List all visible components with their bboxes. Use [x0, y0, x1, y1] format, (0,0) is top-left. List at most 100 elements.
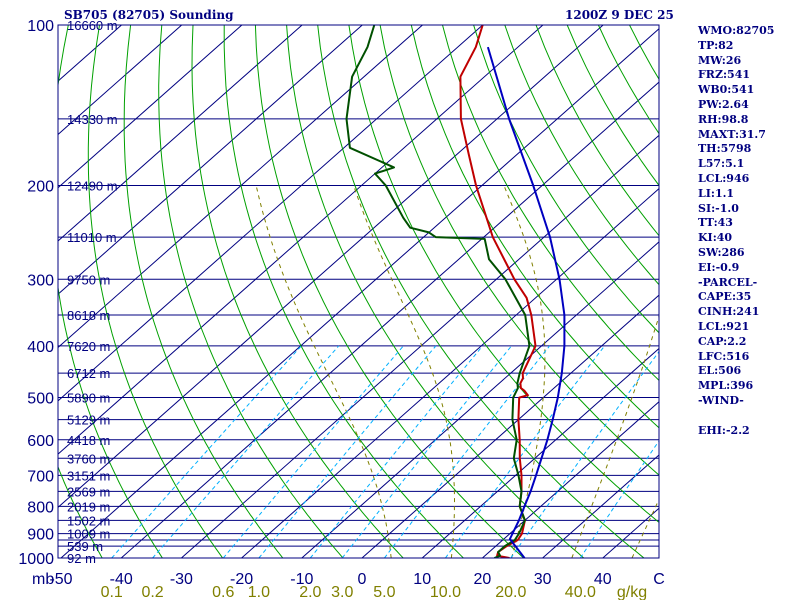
- pressure-tick-label: 600: [27, 433, 54, 450]
- mixing-ratio-line: [152, 345, 340, 558]
- mixing-ratio-line: [510, 350, 659, 558]
- chart-series: [345, 25, 566, 558]
- mixing-ratio-tick-label: 1.0: [248, 584, 270, 600]
- index-item: TH:5798: [698, 142, 752, 156]
- pressure-tick-label: 400: [27, 339, 54, 356]
- moist-adiabat: [353, 185, 455, 558]
- pressure-tick-label: 300: [27, 272, 54, 289]
- height-label: 5129 m: [67, 413, 110, 428]
- height-label: 14330 m: [67, 112, 118, 127]
- mixing-ratio-tick-label: 0.2: [141, 584, 163, 600]
- isotherm-line: [57, 24, 303, 242]
- index-item: CAP:2.2: [698, 334, 747, 348]
- index-item: MAXT:31.7: [698, 127, 766, 141]
- height-label: 11010 m: [67, 230, 117, 245]
- index-item: LCL:921: [698, 319, 750, 333]
- isotherm-line: [120, 81, 660, 559]
- y-unit-label: mb: [32, 571, 54, 588]
- index-item: EHI:-2.2: [698, 423, 750, 437]
- temp-tick-label: -30: [170, 571, 193, 588]
- mixing-ratio-tick-label: 3.0: [331, 584, 353, 600]
- mixing-ratio-tick-label: 5.0: [373, 584, 395, 600]
- dry-adiabat: [223, 25, 464, 558]
- parcel-profile: [486, 46, 566, 558]
- temp-tick-label: 40: [594, 571, 612, 588]
- mixing-ratio-tick-label: 40.0: [565, 584, 596, 600]
- moist-adiabat: [571, 314, 659, 558]
- dry-adiabat: [348, 25, 659, 524]
- height-label: 2569 m: [67, 484, 110, 499]
- mixing-ratio-tick-label: 2.0: [299, 584, 321, 600]
- isotherm-line: [301, 241, 660, 559]
- pressure-tick-label: 700: [27, 468, 54, 485]
- mixing-ratio-line: [111, 345, 302, 558]
- pressure-tick-label: 500: [27, 391, 54, 408]
- isotherm-line: [57, 24, 544, 455]
- index-item: -WIND-: [698, 393, 744, 407]
- dry-adiabat: [123, 25, 284, 558]
- height-label: 3760 m: [67, 451, 110, 466]
- index-item: LFC:516: [698, 349, 750, 363]
- index-item: SI:-1.0: [698, 201, 739, 215]
- dry-adiabat: [786, 25, 800, 558]
- index-item: LCL:946: [698, 171, 750, 185]
- height-label: 5890 m: [67, 391, 110, 406]
- moist-adiabat: [255, 185, 392, 558]
- dry-adiabat: [254, 25, 524, 558]
- mixing-ratio-tick-label: 0.1: [101, 584, 123, 600]
- temp-tick-label: -10: [290, 571, 313, 588]
- isotherm-line: [57, 24, 604, 508]
- height-label: 1009 m: [67, 527, 110, 542]
- mixing-ratio-line: [579, 440, 659, 558]
- plot-frame: [57, 24, 660, 559]
- index-item: MPL:396: [698, 379, 754, 393]
- temp-tick-label: 20: [474, 571, 492, 588]
- isotherm-line: [421, 348, 660, 559]
- isotherm-line: [482, 401, 660, 559]
- height-label: 8618 m: [67, 308, 110, 323]
- dry-adiabat: [317, 25, 645, 558]
- height-label: 7620 m: [67, 339, 110, 354]
- isotherm-line: [57, 24, 484, 402]
- temp-tick-label: 30: [534, 571, 552, 588]
- mixing-ratio-unit-label: g/kg: [617, 584, 647, 600]
- moist-adiabat: [503, 185, 546, 558]
- temp-unit-label: C: [653, 571, 665, 588]
- mixing-ratio-line: [384, 345, 550, 558]
- index-item: EL:506: [698, 364, 742, 378]
- isotherm-line: [57, 24, 243, 189]
- mixing-ratio-tick-label: 0.6: [212, 584, 234, 600]
- index-item: LI:1.1: [698, 186, 735, 200]
- height-label: 9750 m: [67, 272, 110, 287]
- dry-adiabat: [442, 25, 659, 382]
- chart-title: SB705 (82705) Sounding: [64, 8, 234, 22]
- height-label: 92 m: [67, 551, 96, 566]
- dry-adiabat: [286, 25, 585, 558]
- temperature-profile: [459, 25, 537, 558]
- temp-tick-label: -40: [110, 571, 133, 588]
- dry-adiabat: [191, 25, 404, 558]
- dry-adiabat: [473, 25, 659, 334]
- mixing-ratio-tick-label: 10.0: [430, 584, 461, 600]
- index-item: MW:26: [698, 53, 742, 67]
- isotherm-line: [60, 28, 660, 559]
- index-item: [698, 409, 774, 424]
- pressure-tick-label: 100: [27, 18, 54, 35]
- mixing-ratio-line: [341, 345, 512, 558]
- dry-adiabat: [504, 25, 659, 286]
- isotherm-line: [57, 24, 423, 348]
- temp-tick-label: -50: [49, 571, 72, 588]
- pressure-tick-label: 1000: [18, 551, 54, 568]
- index-item: L57:5.1: [698, 157, 745, 171]
- mixing-ratio-line: [222, 345, 404, 558]
- index-item: -PARCEL-: [698, 275, 758, 289]
- index-item: FRZ:541: [698, 68, 751, 82]
- height-label: 12490 m: [67, 178, 118, 193]
- chart-background-lines: [57, 24, 800, 559]
- index-item: TT:43: [698, 216, 733, 230]
- dry-adiabat: [87, 25, 224, 558]
- temp-tick-label: 0: [358, 571, 367, 588]
- mixing-ratio-tick-label: 20.0: [495, 584, 526, 600]
- mixing-ratio-line: [444, 345, 605, 558]
